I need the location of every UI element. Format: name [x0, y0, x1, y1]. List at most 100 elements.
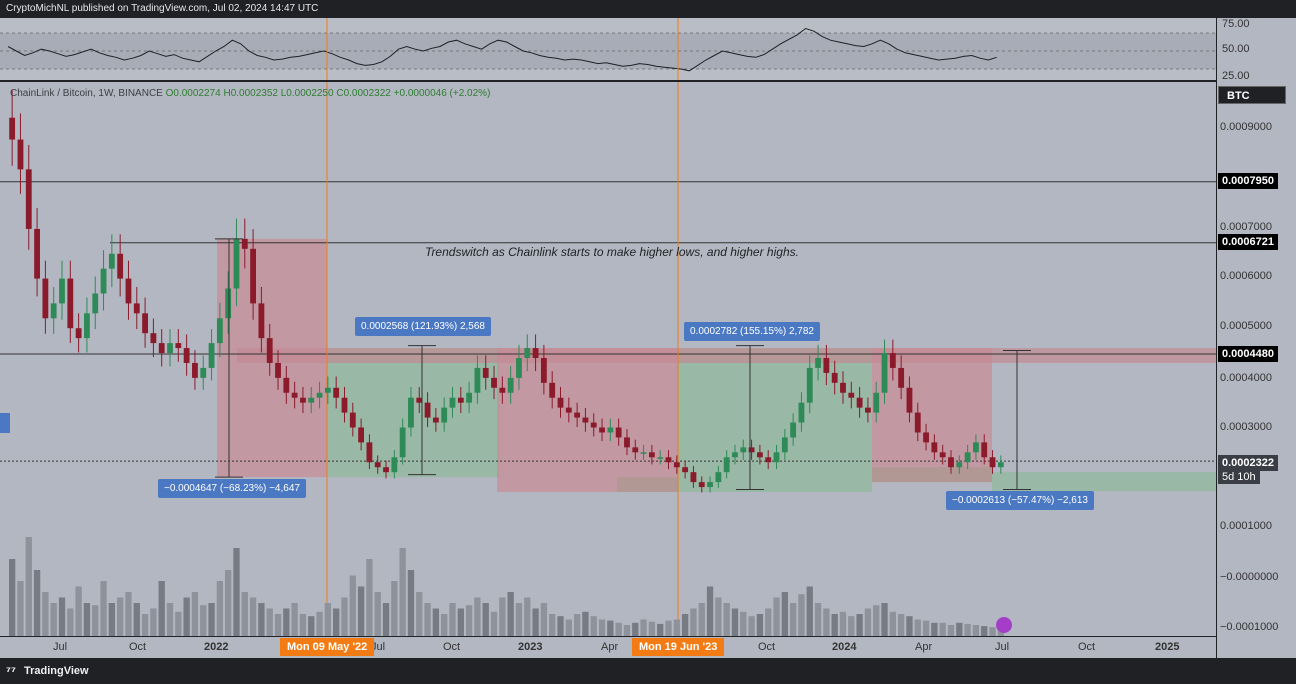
time-tick: Jul: [995, 641, 1010, 653]
volume-bar: [241, 592, 248, 636]
volume-bar: [166, 603, 174, 636]
candle-body: [773, 452, 780, 463]
volume-bar: [848, 616, 855, 636]
volume-bar: [258, 603, 265, 636]
volume-bar: [216, 581, 224, 636]
volume-bar: [931, 622, 938, 636]
candle-body: [806, 367, 813, 403]
volume-bar: [706, 586, 714, 636]
volume-bar: [316, 611, 323, 636]
volume-bar: [681, 614, 689, 636]
volume-bar: [92, 605, 99, 636]
zone-rect: [237, 348, 1216, 363]
currency-button[interactable]: BTC: [1218, 86, 1286, 104]
candle-body: [441, 407, 448, 423]
volume-bar: [449, 603, 456, 636]
candle-body: [881, 353, 888, 393]
candle-body: [192, 362, 198, 378]
volume-bar: [748, 616, 755, 636]
zone-rect: [617, 477, 678, 493]
volume-bar: [416, 592, 423, 636]
candle-body: [432, 417, 439, 423]
time-tick: Oct: [1078, 641, 1096, 653]
volume-bar: [158, 581, 165, 636]
candle-body: [408, 397, 414, 428]
volume-bar: [557, 616, 564, 636]
volume-bar: [391, 581, 398, 636]
candle-body: [17, 139, 24, 170]
candle-body: [765, 457, 772, 463]
volume-bar: [349, 575, 356, 636]
volume-bar: [831, 614, 838, 636]
candle-body: [698, 482, 705, 488]
volume-bar: [947, 625, 955, 636]
volume-bar: [233, 548, 240, 636]
candle-body: [831, 372, 838, 383]
volume-bar: [266, 608, 273, 636]
candle-body: [241, 238, 248, 249]
volume-bar: [333, 608, 340, 636]
volume-bar: [981, 626, 988, 636]
candle-body: [208, 343, 215, 368]
time-tick: 2022: [204, 641, 229, 653]
panel-separator[interactable]: [0, 80, 1216, 82]
volume-bar: [524, 597, 531, 636]
candle-body: [158, 343, 165, 354]
open-value: O0.0002274: [165, 88, 221, 99]
price-chart[interactable]: [0, 80, 1216, 636]
price-tick: 0.0003000: [1220, 421, 1272, 433]
volume-bar: [806, 586, 813, 636]
volume-bar: [532, 608, 539, 636]
price-axis[interactable]: [1216, 18, 1296, 658]
volume-bar: [698, 603, 705, 636]
candle-body: [690, 472, 697, 483]
candle-body: [557, 397, 564, 408]
volume-bar: [657, 623, 664, 636]
rsi-tick-75: 75.00: [1222, 18, 1250, 30]
candle-body: [499, 387, 506, 393]
volume-bar: [42, 592, 49, 636]
price-tick: 0.0004000: [1220, 372, 1272, 384]
symbol-label: ChainLink / Bitcoin, 1W, BINANCE: [10, 88, 163, 99]
publisher-text: CryptoMichNL published on TradingView.co…: [6, 3, 319, 14]
change-value: +0.0000046 (+2.02%): [393, 88, 491, 99]
volume-bar: [50, 603, 57, 636]
lightning-icon: [996, 617, 1012, 633]
volume-bar: [540, 603, 548, 636]
volume-bar: [150, 608, 157, 636]
candle-body: [964, 452, 971, 463]
rsi-panel[interactable]: [0, 18, 1216, 82]
zone-rect: [678, 348, 872, 493]
volume-bar: [283, 608, 290, 636]
volume-bar: [366, 559, 373, 636]
candle-body: [673, 462, 680, 468]
volume-bar: [989, 627, 996, 636]
volume-bar: [499, 597, 506, 636]
candle-body: [748, 447, 755, 453]
candle-body: [707, 482, 713, 488]
volume-bar: [640, 619, 647, 636]
volume-bar: [897, 614, 905, 636]
zone-rect: [872, 348, 992, 483]
candle-body: [175, 343, 182, 349]
candle-body: [948, 457, 954, 468]
candle-body: [250, 248, 257, 304]
candle-body: [117, 253, 124, 279]
volume-bar: [814, 603, 822, 636]
candle-body: [316, 392, 323, 398]
candle-body: [125, 278, 132, 304]
candle-body: [449, 397, 456, 408]
volume-bar: [665, 620, 672, 636]
volume-bar: [864, 608, 872, 636]
volume-bar: [839, 611, 847, 636]
candle-body: [133, 303, 140, 314]
candle-body: [840, 382, 846, 393]
volume-bar: [191, 592, 199, 636]
candle-body: [914, 412, 921, 433]
volume-bar: [208, 603, 215, 636]
candle-body: [424, 402, 431, 418]
volume-bar: [33, 570, 41, 636]
candle-body: [108, 253, 115, 269]
close-value: C0.0002322: [336, 88, 391, 99]
date-marker-label-1: Mon 09 May '22: [280, 638, 375, 656]
